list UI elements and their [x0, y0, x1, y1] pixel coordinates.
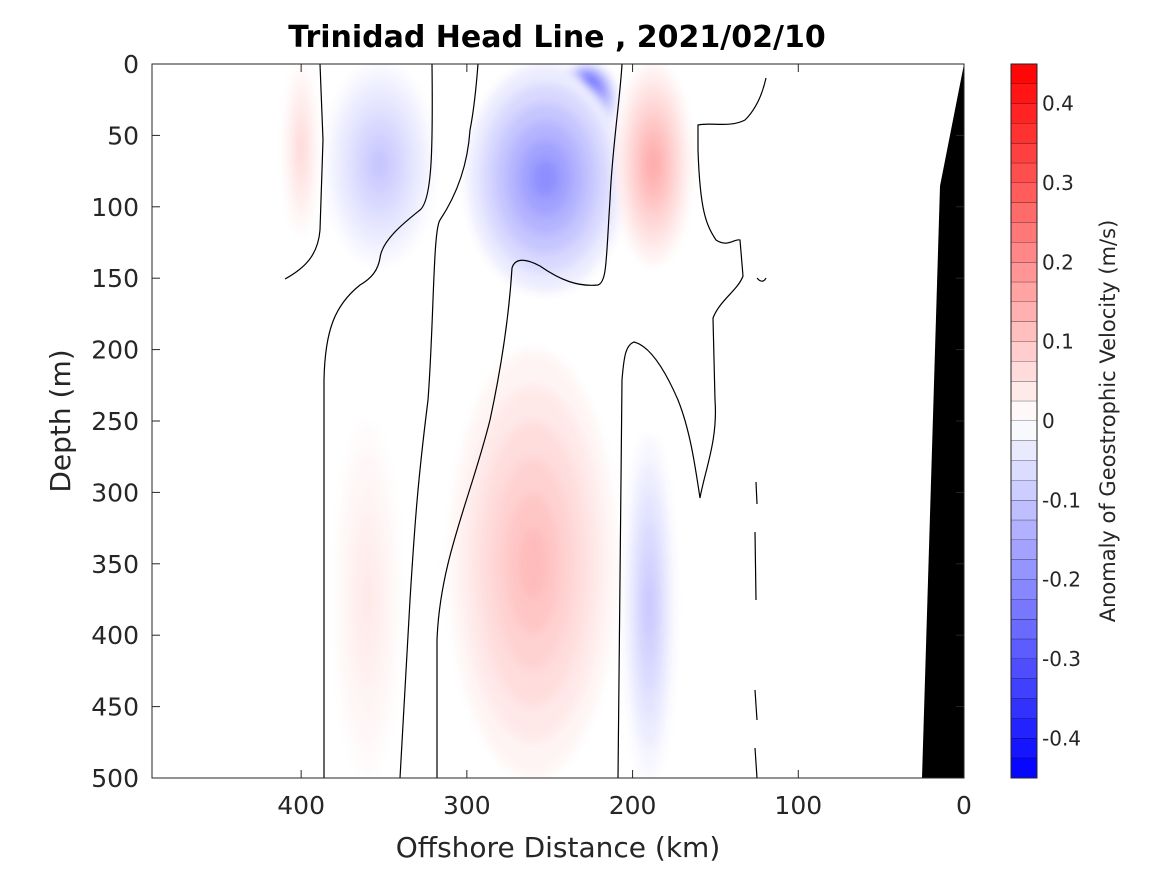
y-tick-label: 450: [91, 693, 139, 722]
x-axis: 400 300 200 100 0: [277, 64, 972, 820]
colorbar-level: [1011, 559, 1037, 581]
colorbar-level: [1011, 758, 1037, 779]
zero-contour-5: [617, 77, 767, 778]
colorbar-level: [1011, 718, 1037, 739]
bathymetry-seafloor: [922, 64, 964, 778]
colorbar-tick-label: 0: [1042, 409, 1055, 433]
colorbar-level: [1011, 183, 1037, 204]
colorbar-level: [1011, 678, 1037, 700]
colorbar-tick-label: 0.2: [1042, 250, 1074, 274]
anomaly-positive-4: [616, 64, 691, 264]
colorbar-level: [1011, 262, 1037, 283]
colorbar-level: [1011, 103, 1037, 124]
anomaly-positive-7: [334, 421, 401, 778]
colorbar-level: [1011, 222, 1037, 243]
y-tick-label: 200: [91, 336, 139, 365]
colorbar-tick-label: -0.1: [1042, 488, 1081, 512]
y-tick-label: 400: [91, 621, 139, 650]
zero-contours: [284, 64, 767, 778]
colorbar-frame: [1010, 63, 1038, 779]
velocity-anomaly-field: [284, 64, 691, 778]
y-tick-label: 250: [91, 407, 139, 436]
anomaly-positive-6: [450, 349, 616, 778]
zero-contour-4: [436, 64, 623, 778]
colorbar-level: [1011, 341, 1037, 362]
colorbar-level: [1011, 659, 1037, 680]
anomaly-level: [298, 135, 305, 164]
colorbar-tick-label: -0.4: [1042, 726, 1081, 750]
colorbar-level: [1011, 599, 1037, 620]
colorbar-level: [1011, 361, 1037, 382]
colorbar-level: [1011, 401, 1037, 422]
colorbar-level: [1011, 143, 1037, 164]
y-tick-label: 100: [91, 193, 139, 222]
colorbar-level: [1011, 123, 1037, 144]
colorbar-level: [1011, 579, 1037, 600]
y-tick-label: 500: [91, 764, 139, 793]
colorbar-level: [1011, 83, 1037, 105]
anomaly-level: [647, 147, 660, 181]
colorbar-level: [1011, 163, 1037, 184]
y-axis-title: Depth (m): [44, 349, 77, 492]
y-tick-label: 300: [91, 478, 139, 507]
colorbar-tick-label: -0.2: [1042, 568, 1081, 592]
colorbar: 0.4 0.3 0.2 0.1 0 -0.1 -0.2 -0.3 -0.4: [1010, 63, 1081, 779]
colorbar-level: [1011, 738, 1037, 759]
anomaly-negative-2: [466, 64, 625, 293]
y-axis: 0 50 100 150 200 250 300 350 400 450 500: [91, 50, 964, 793]
colorbar-tick-label: 0.4: [1042, 92, 1074, 116]
anomaly-positive-5: [284, 64, 318, 236]
anomaly-negative-8: [624, 435, 675, 778]
colorbar-level: [1011, 460, 1037, 481]
colorbar-level: [1011, 202, 1037, 224]
colorbar-level: [1011, 282, 1037, 303]
colorbar-level: [1011, 500, 1037, 521]
x-axis-title: Offshore Distance (km): [396, 831, 721, 864]
chart-title: Trinidad Head Line , 2021/02/10: [288, 20, 825, 55]
y-tick-label: 50: [107, 121, 139, 150]
colorbar-title: Anomaly of Geostrophic Velocity (m/s): [1096, 220, 1120, 623]
colorbar-level: [1011, 64, 1037, 85]
zero-contour-1: [284, 64, 324, 280]
anomaly-level: [519, 528, 547, 600]
colorbar-tick-label: 0.1: [1042, 330, 1074, 354]
colorbar-level: [1011, 242, 1037, 263]
colorbar-tick-label: -0.3: [1042, 647, 1081, 671]
x-tick-label: 300: [443, 791, 491, 820]
colorbar-level: [1011, 639, 1037, 660]
colorbar-level: [1011, 698, 1037, 719]
colorbar-level: [1011, 421, 1037, 442]
y-tick-label: 0: [123, 50, 139, 79]
y-tick-label: 150: [91, 264, 139, 293]
colorbar-level: [1011, 619, 1037, 640]
colorbar-level: [1011, 381, 1037, 402]
zero-contour-7: [754, 481, 758, 778]
x-tick-label: 100: [774, 791, 822, 820]
x-tick-label: 0: [956, 791, 972, 820]
anomaly-level: [645, 578, 654, 636]
colorbar-level: [1011, 440, 1037, 462]
colorbar-level: [1011, 520, 1037, 541]
x-tick-label: 400: [277, 791, 325, 820]
zero-contour-6: [756, 277, 767, 282]
colorbar-level: [1011, 302, 1037, 323]
y-tick-label: 350: [91, 550, 139, 579]
colorbar-tick-label: 0.3: [1042, 171, 1074, 195]
anomaly-level: [361, 569, 373, 630]
anomaly-level: [532, 159, 559, 198]
colorbar-level: [1011, 480, 1037, 501]
colorbar-level: [1011, 321, 1037, 343]
anomaly-level: [370, 147, 389, 181]
x-tick-label: 200: [609, 791, 657, 820]
zero-contour-3: [399, 64, 479, 778]
zero-contour-2: [323, 64, 433, 778]
anomaly-negative-3: [326, 64, 434, 264]
colorbar-level: [1011, 540, 1037, 561]
